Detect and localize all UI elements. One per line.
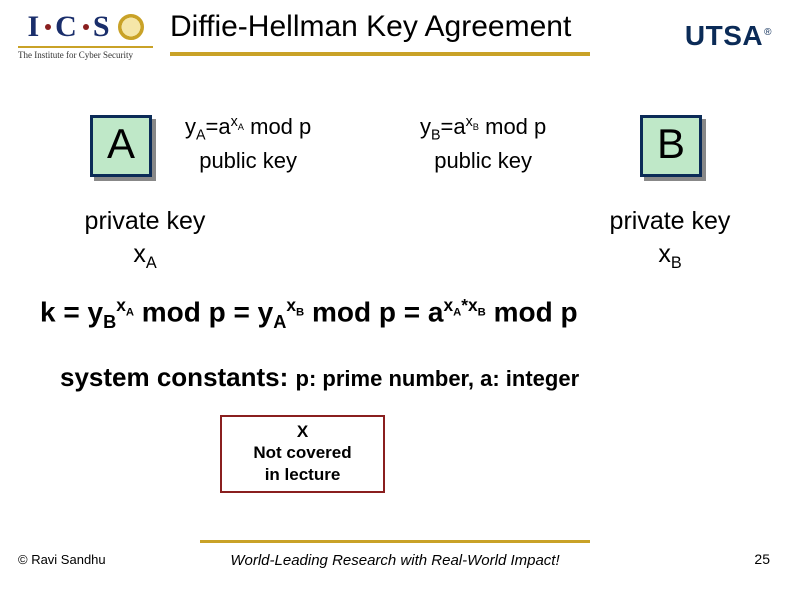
not-covered-box: X Not covered in lecture <box>220 415 385 493</box>
private-key-b-label: private key <box>585 205 755 238</box>
footer-rule <box>200 540 590 543</box>
public-key-a: yA=axA mod p public key <box>185 112 311 175</box>
slide-title: Diffie-Hellman Key Agreement <box>170 10 571 44</box>
utsa-logo: UTSA® <box>685 20 772 52</box>
not-covered-line2: Not covered <box>228 442 377 463</box>
public-key-b-formula: yB=axB mod p <box>420 112 546 146</box>
footer-tagline: World-Leading Research with Real-World I… <box>200 552 590 569</box>
shared-key-formula: k = yBxA mod p = yAxB mod p = axA*xB mod… <box>40 295 764 333</box>
system-constants-detail: p: prime number, a: integer <box>296 366 580 391</box>
slide: I C S The Institute for Cyber Security U… <box>0 0 794 595</box>
not-covered-x: X <box>228 421 377 442</box>
trademark-icon: ® <box>764 27 772 38</box>
party-a-box: A <box>90 115 152 177</box>
public-key-a-formula: yA=axA mod p <box>185 112 311 146</box>
private-key-a-symbol: xA <box>60 238 230 274</box>
ics-letter: S <box>93 10 112 44</box>
dot-icon <box>83 24 89 30</box>
system-constants: system constants: p: prime number, a: in… <box>60 362 579 393</box>
ics-logo-letters: I C S <box>18 10 153 44</box>
private-key-b: private key xB <box>585 205 755 274</box>
ics-logo: I C S The Institute for Cyber Security <box>18 10 153 60</box>
page-number: 25 <box>754 551 770 567</box>
utsa-text: UTSA <box>685 20 763 51</box>
public-key-a-label: public key <box>185 146 311 176</box>
dot-icon <box>45 24 51 30</box>
ics-logo-subtitle: The Institute for Cyber Security <box>18 50 153 60</box>
ics-letter: I <box>27 10 41 44</box>
private-key-b-symbol: xB <box>585 238 755 274</box>
party-b-box: B <box>640 115 702 177</box>
ics-logo-bar <box>18 46 153 48</box>
public-key-b-label: public key <box>420 146 546 176</box>
not-covered-line3: in lecture <box>228 464 377 485</box>
system-constants-label: system constants: <box>60 362 288 392</box>
seal-icon <box>118 14 144 40</box>
ics-letter: C <box>55 10 79 44</box>
public-key-b: yB=axB mod p public key <box>420 112 546 175</box>
private-key-a: private key xA <box>60 205 230 274</box>
title-underline <box>170 52 590 56</box>
private-key-a-label: private key <box>60 205 230 238</box>
copyright: © Ravi Sandhu <box>18 552 106 567</box>
